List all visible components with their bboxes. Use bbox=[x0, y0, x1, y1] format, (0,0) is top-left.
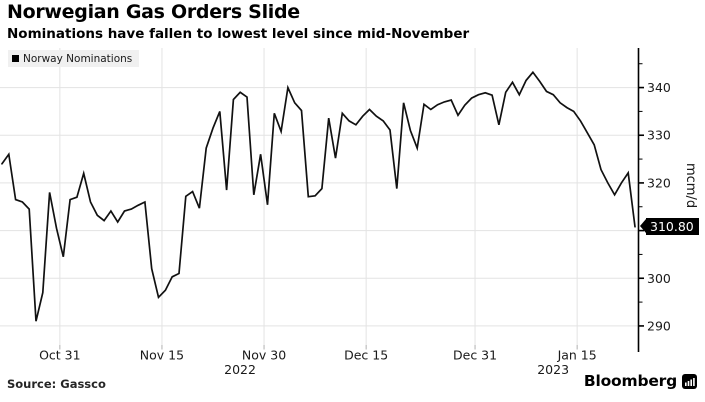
page-title: Norwegian Gas Orders Slide bbox=[7, 1, 300, 23]
x-axis-year-label: 2022 bbox=[224, 362, 256, 377]
x-tick-label: Jan 15 bbox=[557, 348, 597, 363]
bloomberg-terminal-icon bbox=[682, 373, 697, 389]
y-tick-label: 290 bbox=[647, 318, 671, 333]
y-axis-unit-label: mcm/d bbox=[683, 163, 698, 209]
legend-swatch-icon bbox=[12, 55, 19, 62]
x-tick-label: Nov 15 bbox=[140, 348, 184, 363]
x-axis-year-label: 2023 bbox=[537, 362, 569, 377]
brand-footer: Bloomberg bbox=[584, 372, 697, 390]
x-tick-label: Dec 31 bbox=[453, 348, 497, 363]
x-tick-label: Nov 30 bbox=[242, 348, 286, 363]
y-tick-label: 330 bbox=[647, 128, 671, 143]
y-tick-label: 340 bbox=[647, 80, 671, 95]
bloomberg-wordmark: Bloomberg bbox=[583, 372, 677, 390]
chart-subtitle: Nominations have fallen to lowest level … bbox=[7, 26, 470, 42]
x-tick-label: Dec 15 bbox=[344, 348, 388, 363]
x-tick-label: Oct 31 bbox=[39, 348, 81, 363]
y-tick-label: 300 bbox=[647, 271, 671, 286]
source-attribution: Source: Gassco bbox=[7, 377, 106, 391]
legend-label: Norway Nominations bbox=[23, 52, 133, 65]
legend: Norway Nominations bbox=[8, 50, 140, 67]
nominations-line-series bbox=[1, 70, 636, 322]
y-tick-label: 320 bbox=[647, 175, 671, 190]
last-value-badge: 310.80 bbox=[640, 217, 699, 235]
